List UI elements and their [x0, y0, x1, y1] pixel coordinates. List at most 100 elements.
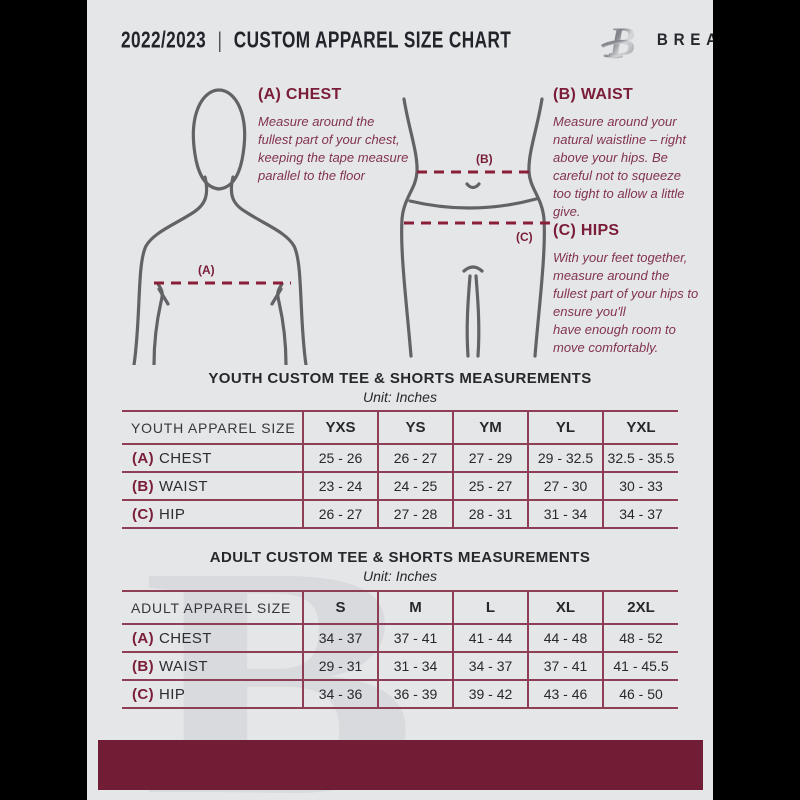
footer-accent-bar — [98, 740, 703, 790]
size-value: 34 - 36 — [302, 680, 378, 708]
table-row: (C) HIP 34 - 36 36 - 39 39 - 42 43 - 46 4… — [122, 680, 678, 708]
row-name: HIP — [159, 505, 186, 523]
row-key: (C) — [132, 685, 155, 703]
column-header: ADULT APPAREL SIZE — [131, 599, 292, 616]
table-row: (B) WAIST 23 - 24 24 - 25 25 - 27 27 - 30… — [122, 472, 678, 500]
waist-instruction-block: (B) WAIST Measure around your natural wa… — [553, 86, 693, 221]
size-value: 27 - 28 — [377, 500, 453, 528]
row-label: (A) CHEST — [122, 624, 303, 652]
brand-logo: B BREAKAWAY — [597, 18, 713, 64]
size-value: 26 - 27 — [302, 500, 378, 528]
column-header: YS — [377, 411, 453, 444]
size-value: 29 - 32.5 — [527, 444, 603, 472]
breakaway-logo-icon: B — [600, 19, 636, 64]
row-label: (B) WAIST — [122, 652, 303, 680]
title-divider: | — [217, 28, 223, 53]
size-value: 46 - 50 — [602, 680, 678, 708]
table-header-row: YOUTH APPAREL SIZE YXS YS YM YL YXL — [122, 411, 678, 444]
youth-size-table: YOUTH APPAREL SIZE YXS YS YM YL YXL (A) C… — [122, 410, 678, 529]
youth-table-unit: Unit: Inches — [363, 389, 437, 405]
youth-table-title: YOUTH CUSTOM TEE & SHORTS MEASUREMENTS — [208, 370, 592, 387]
column-header: YXS — [302, 411, 378, 444]
table-row: (A) CHEST 25 - 26 26 - 27 27 - 29 29 - 32… — [122, 444, 678, 472]
column-header: 2XL — [602, 591, 678, 624]
row-key: (A) — [132, 449, 155, 467]
page-header: 2022/2023 | CUSTOM APPAREL SIZE CHART B — [121, 16, 713, 66]
size-chart-page: 2022/2023 | CUSTOM APPAREL SIZE CHART B — [87, 0, 713, 800]
chest-line-label: (A) — [198, 263, 215, 277]
size-value: 36 - 39 — [377, 680, 453, 708]
row-key: (C) — [132, 505, 155, 523]
size-value: 28 - 31 — [452, 500, 528, 528]
row-name: HIP — [159, 685, 186, 703]
waist-description: Measure around your natural waistline – … — [553, 114, 686, 219]
waist-line-label: (B) — [476, 152, 493, 166]
waist-hips-figure-diagram: (B) (C) — [400, 97, 557, 358]
column-header: S — [302, 591, 378, 624]
hip-line-label: (C) — [516, 230, 533, 244]
size-value: 26 - 27 — [377, 444, 453, 472]
size-value: 30 - 33 — [602, 472, 678, 500]
size-value: 41 - 44 — [452, 624, 528, 652]
size-value: 27 - 29 — [452, 444, 528, 472]
size-value: 25 - 27 — [452, 472, 528, 500]
row-label: (A) CHEST — [122, 444, 303, 472]
row-key: (A) — [132, 629, 155, 647]
size-value: 29 - 31 — [302, 652, 378, 680]
row-name: WAIST — [159, 657, 208, 675]
size-value: 34 - 37 — [302, 624, 378, 652]
size-value: 37 - 41 — [527, 652, 603, 680]
column-header: YM — [452, 411, 528, 444]
hips-instruction-block: (C) HIPS With your feet together, measur… — [553, 222, 701, 357]
row-name: CHEST — [159, 449, 212, 467]
row-label: (C) HIP — [122, 680, 303, 708]
column-header: YOUTH APPAREL SIZE — [131, 419, 296, 436]
size-value: 39 - 42 — [452, 680, 528, 708]
table-row: (C) HIP 26 - 27 27 - 28 28 - 31 31 - 34 3… — [122, 500, 678, 528]
size-value: 43 - 46 — [527, 680, 603, 708]
column-header: L — [452, 591, 528, 624]
row-name: WAIST — [159, 477, 208, 495]
row-name: CHEST — [159, 629, 212, 647]
adult-table-unit: Unit: Inches — [363, 568, 437, 584]
hips-heading: (C) HIPS — [553, 222, 620, 239]
hips-description: With your feet together, measure around … — [553, 250, 699, 355]
size-value: 23 - 24 — [302, 472, 378, 500]
row-key: (B) — [132, 657, 155, 675]
column-header: XL — [527, 591, 603, 624]
size-value: 25 - 26 — [302, 444, 378, 472]
row-label: (B) WAIST — [122, 472, 303, 500]
right-black-bar — [713, 0, 800, 800]
size-value: 31 - 34 — [527, 500, 603, 528]
brand-name: BREAKAWAY — [656, 31, 713, 50]
size-value: 31 - 34 — [377, 652, 453, 680]
chest-heading: (A) CHEST — [258, 86, 342, 103]
column-header: YL — [527, 411, 603, 444]
size-value: 34 - 37 — [452, 652, 528, 680]
season-label: 2022/2023 — [121, 27, 207, 54]
size-value: 32.5 - 35.5 — [602, 444, 678, 472]
adult-size-table: ADULT APPAREL SIZE S M L XL 2XL (A) CHEST… — [122, 590, 678, 709]
row-label: (C) HIP — [122, 500, 303, 528]
chart-title: CUSTOM APPAREL SIZE CHART — [233, 27, 512, 54]
row-key: (B) — [132, 477, 155, 495]
column-header: YXL — [602, 411, 678, 444]
table-row: (B) WAIST 29 - 31 31 - 34 34 - 37 37 - 41… — [122, 652, 678, 680]
size-value: 44 - 48 — [527, 624, 603, 652]
size-value: 37 - 41 — [377, 624, 453, 652]
column-header: M — [377, 591, 453, 624]
left-black-bar — [0, 0, 87, 800]
table-header-row: ADULT APPAREL SIZE S M L XL 2XL — [122, 591, 678, 624]
size-value: 41 - 45.5 — [602, 652, 678, 680]
size-value: 48 - 52 — [602, 624, 678, 652]
page-title: 2022/2023 | CUSTOM APPAREL SIZE CHART — [121, 28, 511, 55]
size-value: 34 - 37 — [602, 500, 678, 528]
adult-table-title: ADULT CUSTOM TEE & SHORTS MEASUREMENTS — [209, 549, 591, 566]
size-value: 24 - 25 — [377, 472, 453, 500]
table-row: (A) CHEST 34 - 37 37 - 41 41 - 44 44 - 48… — [122, 624, 678, 652]
chest-description: Measure around the fullest part of your … — [258, 114, 409, 183]
size-value: 27 - 30 — [527, 472, 603, 500]
chest-figure-diagram: (A) — [132, 88, 308, 365]
chest-instruction-block: (A) CHEST Measure around the fullest par… — [258, 86, 410, 185]
waist-heading: (B) WAIST — [553, 86, 634, 103]
